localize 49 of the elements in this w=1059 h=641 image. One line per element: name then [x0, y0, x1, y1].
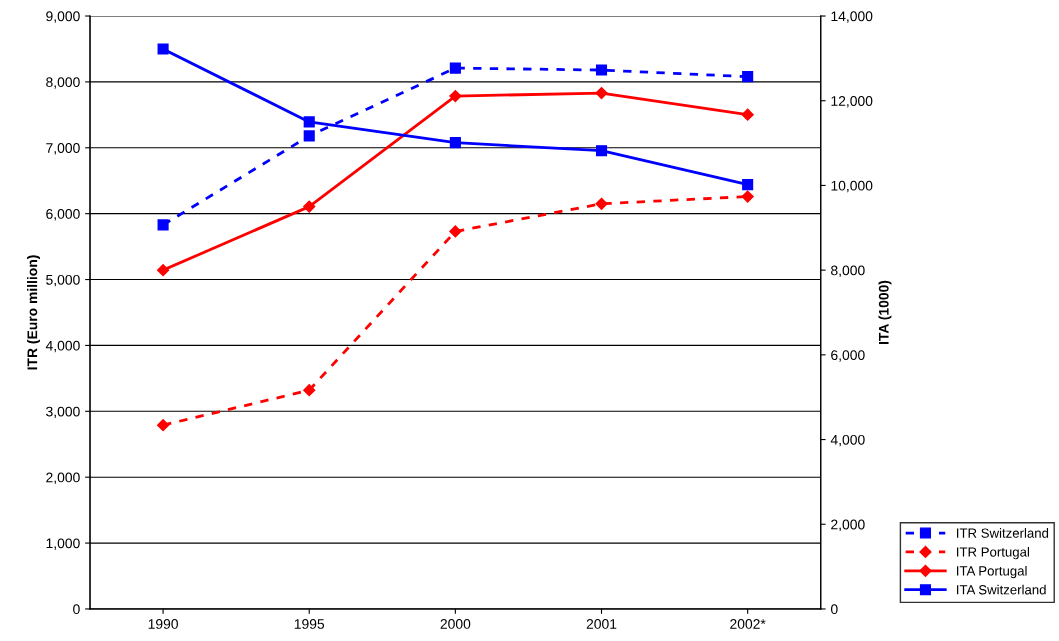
y2-tick-label: 10,000 [831, 180, 873, 193]
point [741, 108, 754, 121]
point [741, 190, 754, 203]
y-tick-label: 0 [73, 604, 80, 615]
y-tick-label: 7,000 [46, 143, 80, 155]
point [595, 87, 608, 100]
y-tick-label: 1,000 [46, 538, 80, 550]
x-tick-label: 2000 [440, 619, 471, 629]
y-tick-label: 2,000 [46, 472, 80, 484]
y2-tick-label: 6,000 [831, 350, 865, 362]
y2-axis-title: ITA (1000) [878, 280, 892, 344]
y2-tick-label: 2,000 [831, 519, 865, 532]
y-tick-label: 9,000 [46, 11, 80, 23]
y2-tick-label: 4,000 [830, 434, 865, 447]
point [449, 225, 462, 238]
legend-label: ITR Switzerland [957, 528, 1049, 538]
point [595, 64, 608, 76]
point [157, 43, 169, 55]
y-tick-label: 3,000 [46, 406, 80, 419]
legend-label: ITA Switzerland [957, 584, 1046, 595]
y-tick-label: 8,000 [46, 77, 80, 89]
x-tick-label: 2002* [730, 619, 766, 629]
y2-tick-label: 14,000 [831, 11, 873, 23]
point [449, 62, 461, 74]
y-axis-title: ITR (Euro million) [27, 255, 40, 370]
y2-tick-label: 8,000 [831, 265, 865, 277]
x-tick-label: 1990 [148, 619, 178, 629]
x-tick-label: 2001 [586, 619, 617, 629]
point [742, 71, 754, 83]
point [303, 200, 316, 213]
y2-tick-label: 12,000 [831, 96, 873, 108]
y-tick-label: 6,000 [46, 209, 80, 221]
point [156, 419, 170, 432]
point [157, 219, 169, 231]
y2-tick-label: 0 [830, 604, 838, 615]
point [156, 264, 170, 277]
point [303, 384, 316, 397]
legend-label: ITA Portugal [957, 565, 1027, 579]
point [303, 130, 315, 142]
point [303, 116, 315, 128]
y-tick-label: 5,000 [46, 274, 80, 287]
x-tick-label: 1995 [294, 619, 325, 629]
legend-label: ITR Portugal [957, 546, 1029, 560]
point [595, 197, 608, 210]
y-tick-label: 4,000 [45, 340, 80, 353]
point [595, 145, 608, 157]
point [742, 179, 754, 191]
point [449, 89, 462, 103]
point [449, 137, 461, 149]
